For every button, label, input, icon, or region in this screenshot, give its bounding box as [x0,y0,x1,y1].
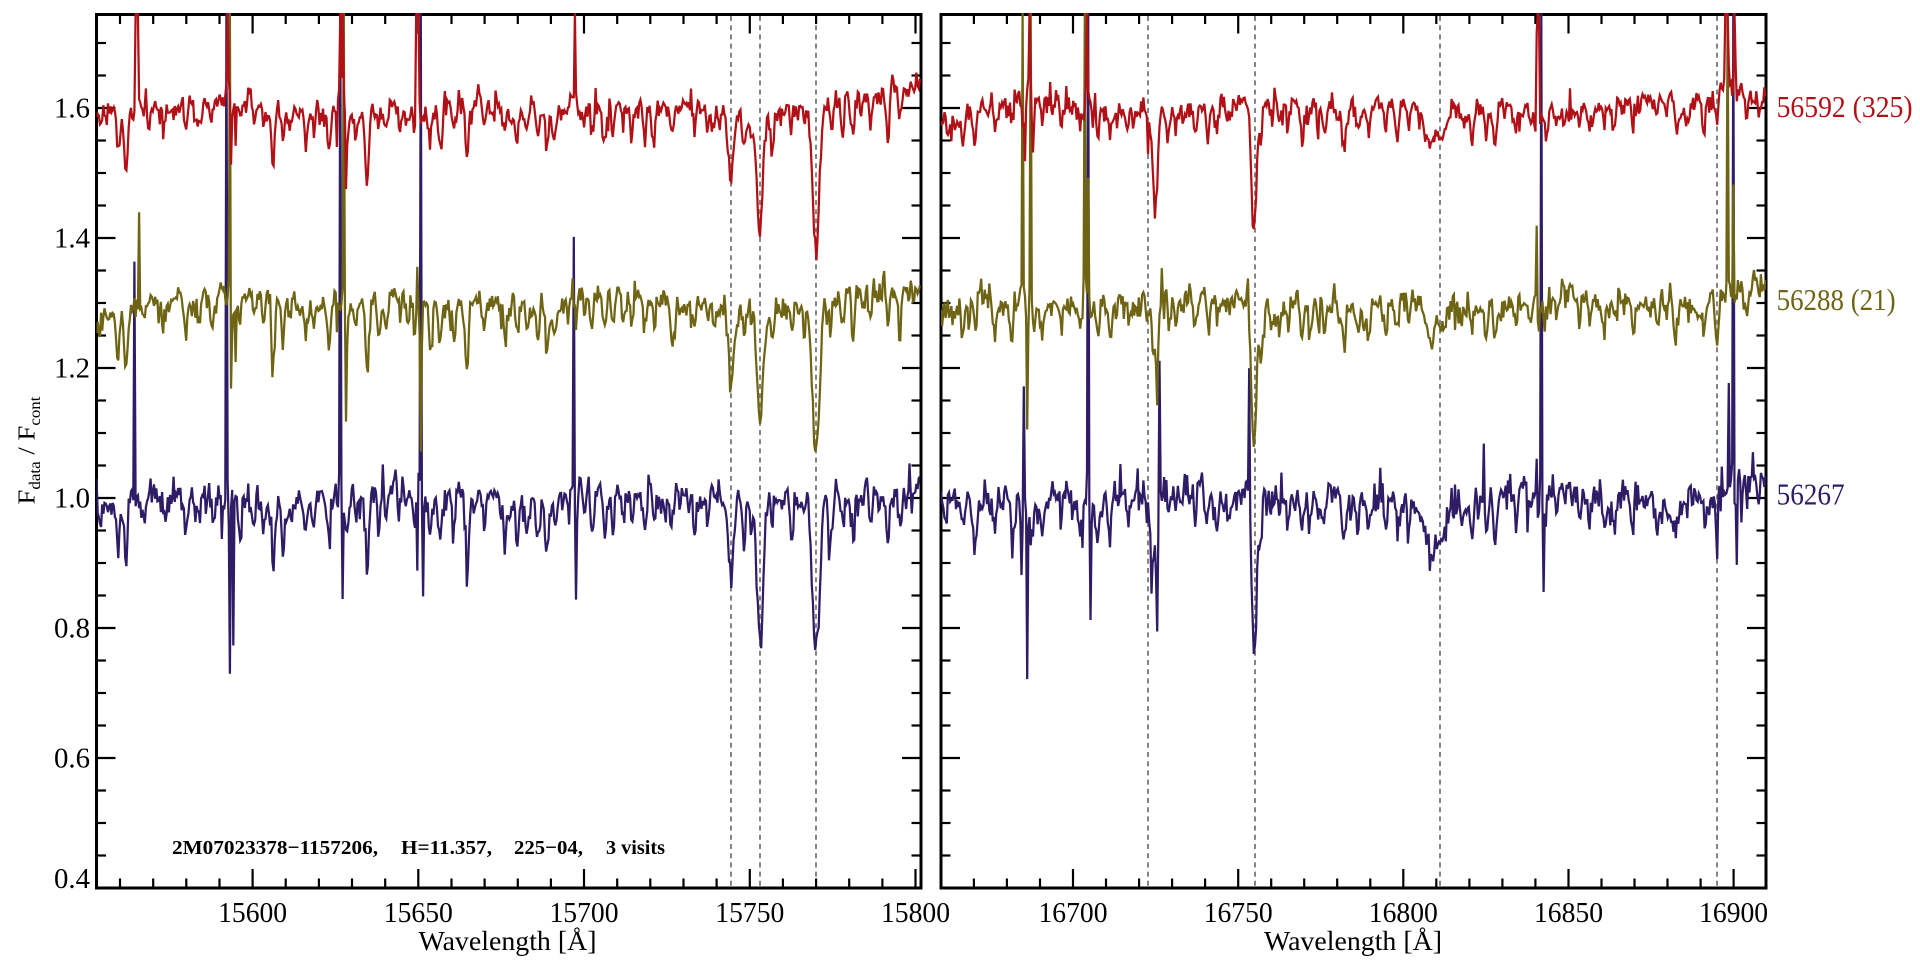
svg-text:0.4: 0.4 [54,863,90,895]
svg-text:2M07023378−1157206,: 2M07023378−1157206, [172,837,378,859]
svg-text:16850: 16850 [1534,897,1603,929]
svg-text:15600: 15600 [218,897,287,929]
svg-text:56288 (21): 56288 (21) [1777,282,1896,317]
svg-text:56592 (325): 56592 (325) [1777,89,1913,124]
svg-text:15800: 15800 [881,897,950,929]
svg-text:1.4: 1.4 [54,222,90,254]
svg-text:15700: 15700 [550,897,619,929]
svg-text:Wavelength [Å]: Wavelength [Å] [1264,926,1442,956]
svg-text:1.0: 1.0 [54,482,90,514]
svg-text:0.8: 0.8 [54,612,90,644]
svg-text:Wavelength [Å]: Wavelength [Å] [419,926,597,956]
svg-text:0.6: 0.6 [54,742,90,774]
svg-text:1.2: 1.2 [54,352,90,384]
svg-text:16700: 16700 [1039,897,1108,929]
svg-text:16750: 16750 [1204,897,1273,929]
svg-text:15650: 15650 [384,897,453,929]
svg-text:225−04,: 225−04, [514,837,583,859]
svg-text:3 visits: 3 visits [606,837,665,859]
svg-text:56267: 56267 [1777,477,1845,512]
svg-text:1.6: 1.6 [54,92,90,124]
svg-text:15750: 15750 [715,897,784,929]
svg-text:16800: 16800 [1369,897,1438,929]
svg-text:H=11.357,: H=11.357, [401,837,492,859]
svg-text:16900: 16900 [1699,897,1768,929]
